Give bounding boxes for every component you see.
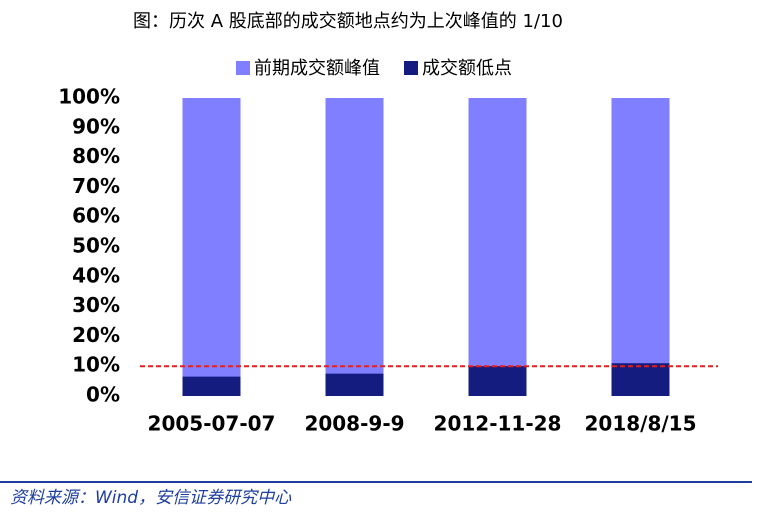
y-tick-label: 70% (72, 174, 120, 198)
y-tick-label: 20% (72, 323, 120, 347)
bar (468, 366, 527, 396)
bar (611, 363, 670, 396)
source: 资料来源：Wind，安信证券研究中心 (10, 488, 292, 508)
bar (325, 98, 384, 396)
bar (325, 373, 384, 396)
y-tick-label: 90% (72, 114, 120, 138)
bar (182, 376, 241, 396)
x-tick-label: 2012-11-28 (434, 412, 562, 436)
bar (182, 98, 241, 396)
y-tick-label: 80% (72, 144, 120, 168)
x-tick-label: 2008-9-9 (304, 412, 404, 436)
y-tick-label: 30% (72, 293, 120, 317)
y-tick-label: 100% (58, 85, 120, 109)
y-tick-label: 40% (72, 263, 120, 287)
x-tick-label: 2018/8/15 (584, 412, 696, 436)
y-tick-label: 10% (72, 353, 120, 377)
legend-swatch (404, 61, 418, 75)
legend-label: 前期成交额峰值 (254, 58, 380, 79)
y-tick-label: 60% (72, 204, 120, 228)
bar (611, 98, 670, 396)
bar (468, 98, 527, 396)
x-tick-label: 2005-07-07 (148, 412, 276, 436)
legend-swatch (236, 61, 250, 75)
y-tick-label: 0% (86, 383, 120, 407)
y-tick-label: 50% (72, 234, 120, 258)
chart-title: 图：历次 A 股底部的成交额地点约为上次峰值的 1/10 (133, 11, 563, 32)
legend-label: 成交额低点 (422, 58, 512, 79)
